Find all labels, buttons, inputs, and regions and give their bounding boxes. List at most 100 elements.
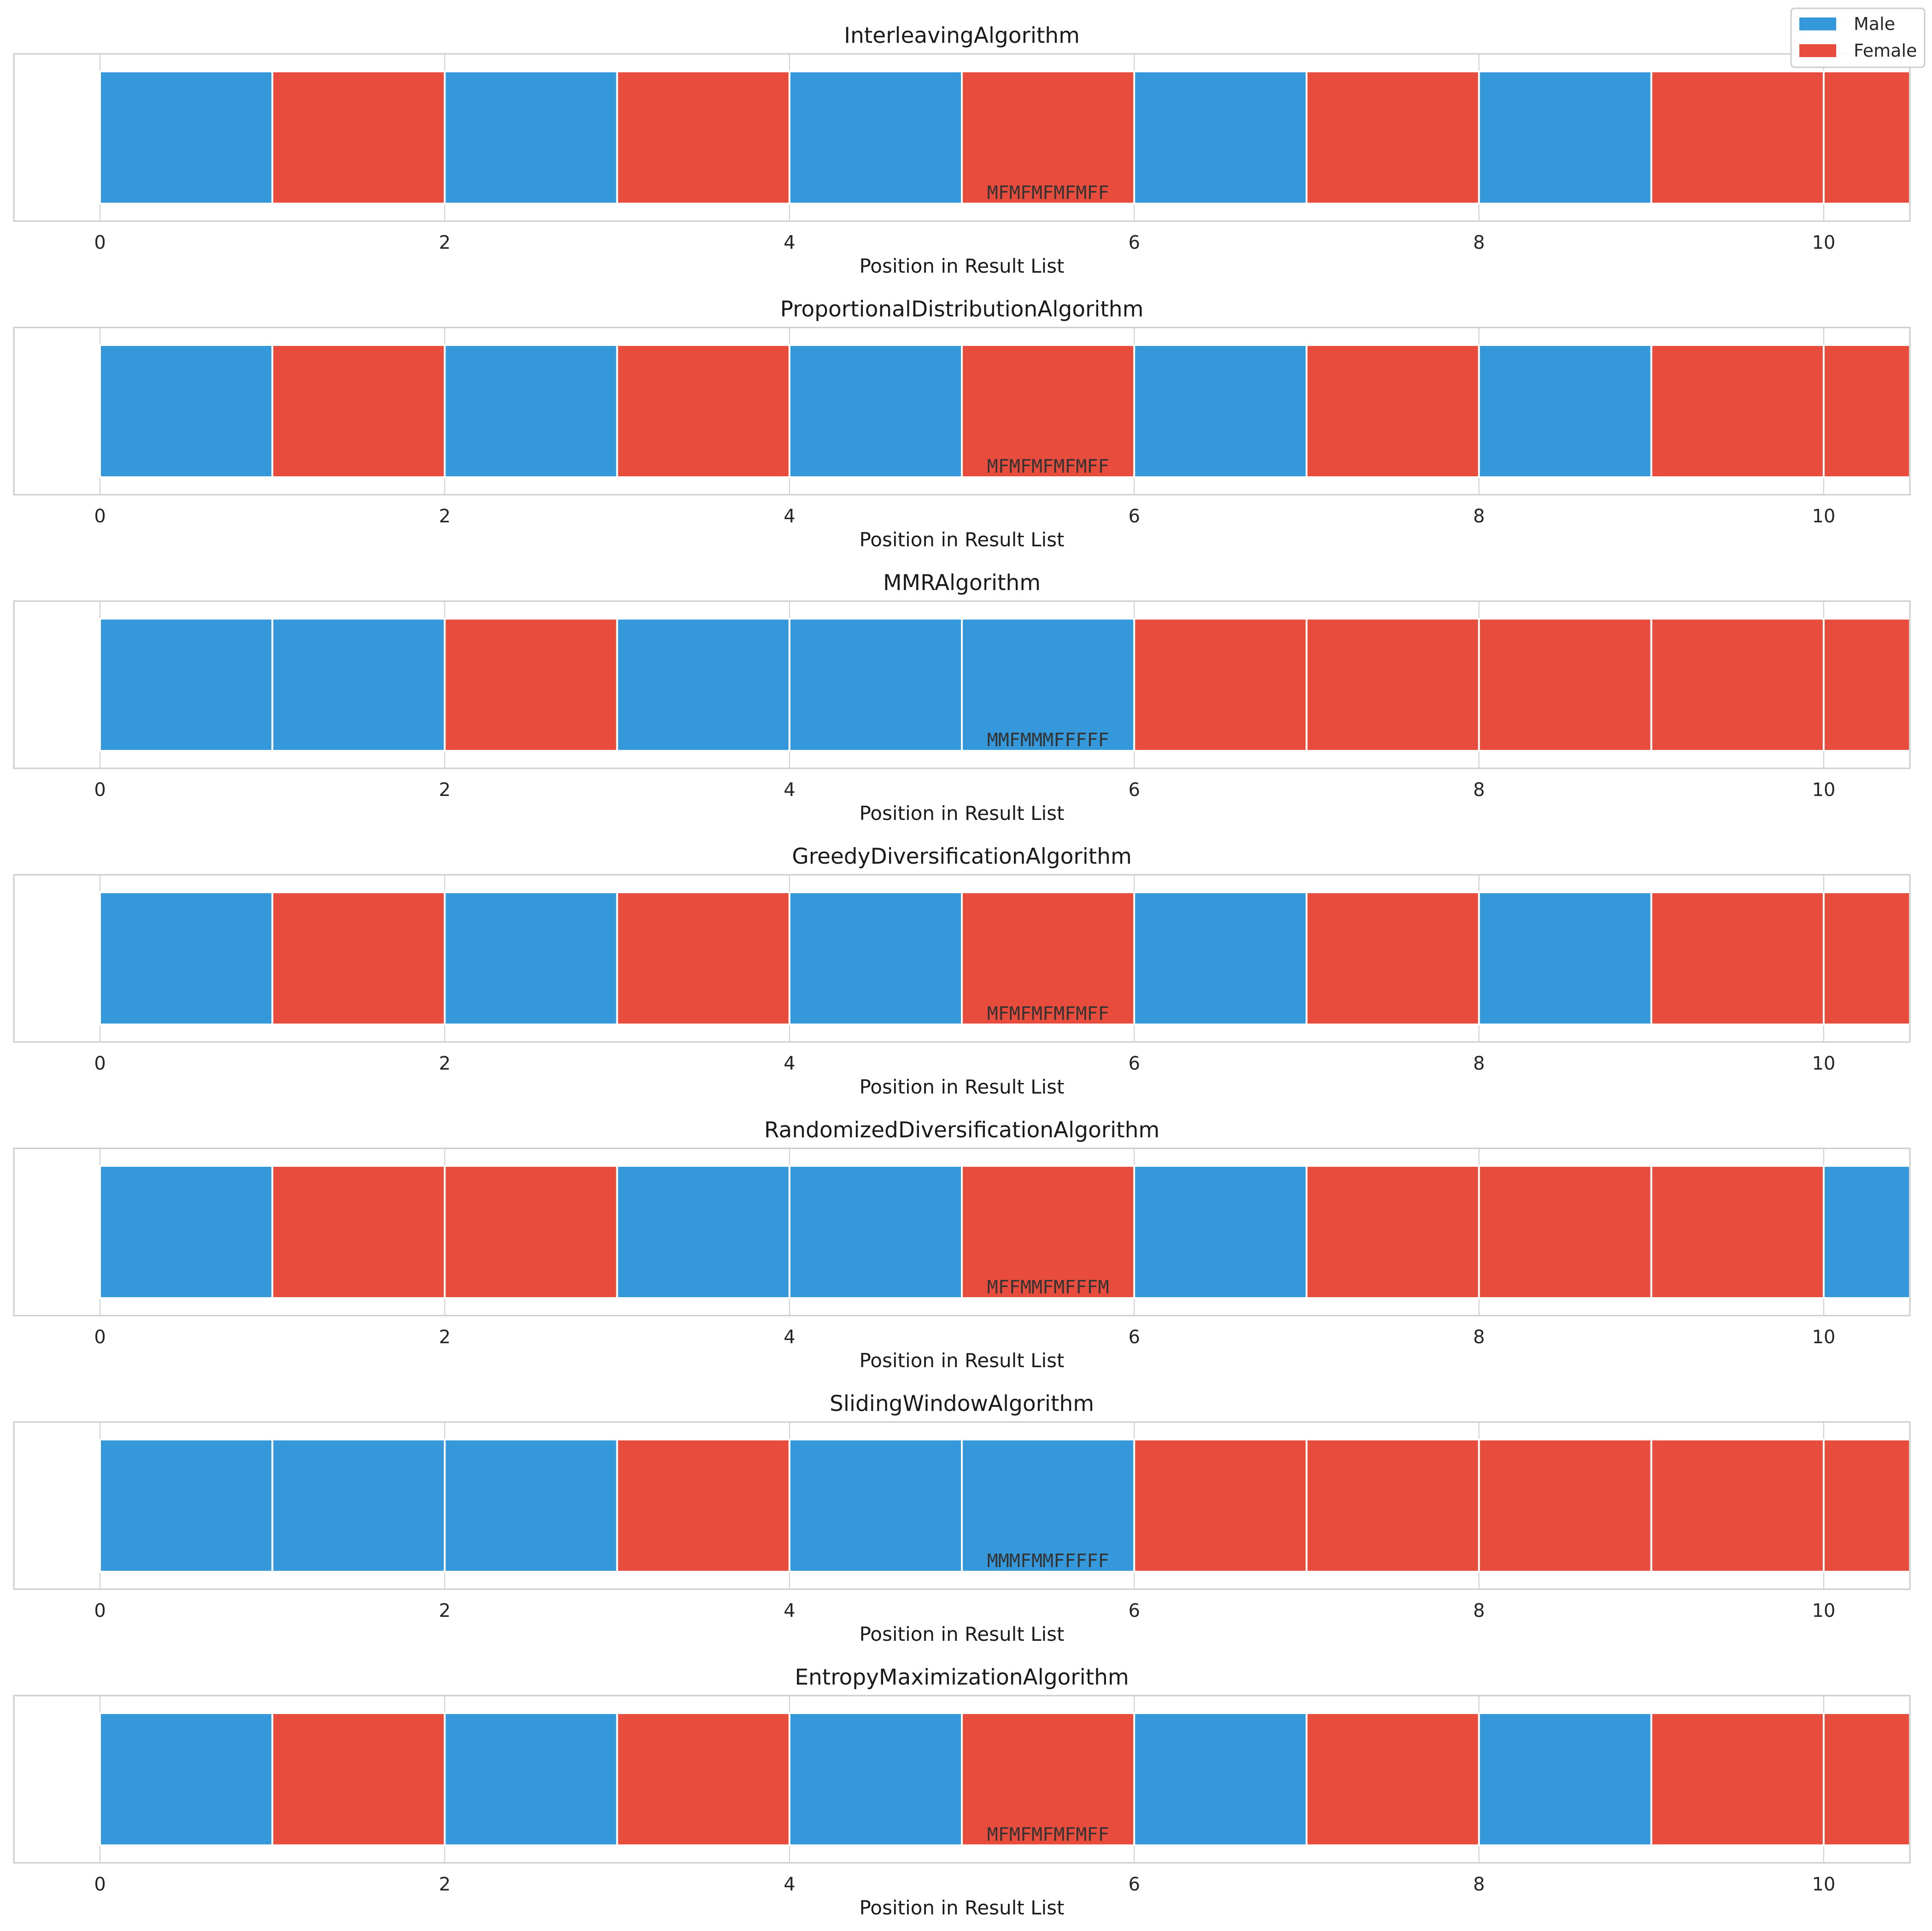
bar-female <box>1822 344 1911 478</box>
panel-title: EntropyMaximizationAlgorithm <box>795 1665 1129 1690</box>
x-axis-label: Position in Result List <box>859 1076 1064 1098</box>
panel-title: RandomizedDiversificationAlgorithm <box>764 1118 1159 1143</box>
bar-male <box>788 1712 963 1846</box>
legend: Male Female <box>1790 7 1926 68</box>
x-tick-label: 4 <box>784 1600 795 1621</box>
bar-female <box>1306 344 1480 478</box>
x-tick-label: 10 <box>1812 506 1835 527</box>
bar-male <box>1133 1712 1308 1846</box>
panel-title: SlidingWindowAlgorithm <box>830 1391 1094 1416</box>
x-tick-label: 0 <box>94 1053 105 1074</box>
x-tick-label: 6 <box>1128 1600 1140 1621</box>
legend-swatch <box>1799 18 1836 30</box>
x-tick-label: 2 <box>439 779 451 801</box>
x-tick-label: 2 <box>439 1327 451 1348</box>
sequence-label: MFMFMFMFMFF <box>987 182 1109 204</box>
bar-male <box>1478 891 1652 1025</box>
bar-male <box>1478 70 1652 205</box>
bar-female <box>1306 1439 1480 1573</box>
bar-male <box>1822 1165 1911 1299</box>
x-tick-label: 4 <box>784 1327 795 1348</box>
x-axis-label: Position in Result List <box>859 255 1064 277</box>
sequence-label: MMMFMMFFFFF <box>987 1551 1109 1572</box>
x-tick-label: 0 <box>94 779 105 801</box>
bar-female <box>271 70 446 205</box>
x-axis-label: Position in Result List <box>859 528 1064 551</box>
x-tick-label: 8 <box>1473 232 1485 253</box>
bar-female <box>444 618 618 752</box>
x-tick-label: 8 <box>1473 1053 1485 1074</box>
chart-panel: InterleavingAlgorithm MFMFMFMFMFF 0 2 4 6 8 10 P… <box>13 23 1911 277</box>
x-tick-label: 10 <box>1812 1053 1835 1074</box>
x-tick-label: 0 <box>94 506 105 527</box>
x-tick-label: 0 <box>94 1327 105 1348</box>
sequence-label: MFFMMFMFFFM <box>987 1277 1109 1298</box>
bar-male <box>616 1165 790 1299</box>
x-tick-label: 10 <box>1812 1600 1835 1621</box>
x-tick-label: 10 <box>1812 779 1835 801</box>
x-tick-label: 6 <box>1128 779 1140 801</box>
x-tick-label: 2 <box>439 1600 451 1621</box>
x-tick-label: 10 <box>1812 1327 1835 1348</box>
bar-female <box>1478 1439 1652 1573</box>
x-tick-label: 8 <box>1473 779 1485 801</box>
panel-title: GreedyDiversificationAlgorithm <box>792 844 1132 869</box>
bar-male <box>99 891 274 1025</box>
bar-female <box>961 344 1136 478</box>
x-axis-label: Position in Result List <box>859 802 1064 825</box>
bar-female <box>1822 1712 1911 1846</box>
bar-female <box>1650 1165 1825 1299</box>
x-tick-label: 2 <box>439 506 451 527</box>
sequence-label: MFMFMFMFMFF <box>987 456 1109 477</box>
x-tick-label: 6 <box>1128 232 1140 253</box>
legend-label: Female <box>1854 41 1917 61</box>
axes-frame <box>13 327 1911 496</box>
bar-female <box>1306 70 1480 205</box>
x-tick-label: 6 <box>1128 1053 1140 1074</box>
axes-frame <box>13 53 1911 222</box>
x-tick-label: 2 <box>439 1053 451 1074</box>
x-tick-label: 8 <box>1473 1600 1485 1621</box>
x-tick-label: 0 <box>94 1874 105 1895</box>
chart-panel: GreedyDiversificationAlgorithm MFMFMFMFMF… <box>13 844 1911 1098</box>
x-tick-label: 0 <box>94 1600 105 1621</box>
chart-panel: SlidingWindowAlgorithm MMMFMMFFFFF 0 2 4 6 8 10… <box>13 1391 1911 1645</box>
x-axis-label: Position in Result List <box>859 1896 1064 1919</box>
sequence-label: MFMFMFMFMFF <box>987 1824 1109 1845</box>
bar-male <box>271 618 446 752</box>
bar-male <box>788 618 963 752</box>
x-tick-label: 2 <box>439 232 451 253</box>
bar-male <box>1133 1165 1308 1299</box>
bar-female <box>1133 1439 1308 1573</box>
bar-female <box>1650 1439 1825 1573</box>
bar-female <box>1478 1165 1652 1299</box>
x-tick-label: 8 <box>1473 1874 1485 1895</box>
bar-female <box>271 891 446 1025</box>
bar-female <box>271 1165 446 1299</box>
x-tick-label: 4 <box>784 779 795 801</box>
bar-male <box>788 891 963 1025</box>
bar-male <box>961 1439 1136 1573</box>
bar-female <box>271 344 446 478</box>
x-tick-label: 4 <box>784 1874 795 1895</box>
bar-female <box>1133 618 1308 752</box>
bar-male <box>271 1439 446 1573</box>
x-tick-label: 10 <box>1812 232 1835 253</box>
bar-female <box>1306 1712 1480 1846</box>
x-tick-label: 8 <box>1473 506 1485 527</box>
panel-title: InterleavingAlgorithm <box>844 23 1080 48</box>
x-tick-label: 6 <box>1128 506 1140 527</box>
sequence-label: MMFMMMFFFFF <box>987 730 1109 751</box>
x-tick-label: 2 <box>439 1874 451 1895</box>
chart-panel: EntropyMaximizationAlgorithm MFMFMFMFMFF 0… <box>13 1665 1911 1919</box>
bar-male <box>616 618 790 752</box>
bar-male <box>444 344 618 478</box>
axes-frame <box>13 600 1911 769</box>
sequence-label: MFMFMFMFMFF <box>987 1003 1109 1024</box>
x-tick-label: 10 <box>1812 1874 1835 1895</box>
bar-female <box>616 1439 790 1573</box>
bar-male <box>788 1439 963 1573</box>
bar-male <box>1478 344 1652 478</box>
bar-female <box>1650 1712 1825 1846</box>
